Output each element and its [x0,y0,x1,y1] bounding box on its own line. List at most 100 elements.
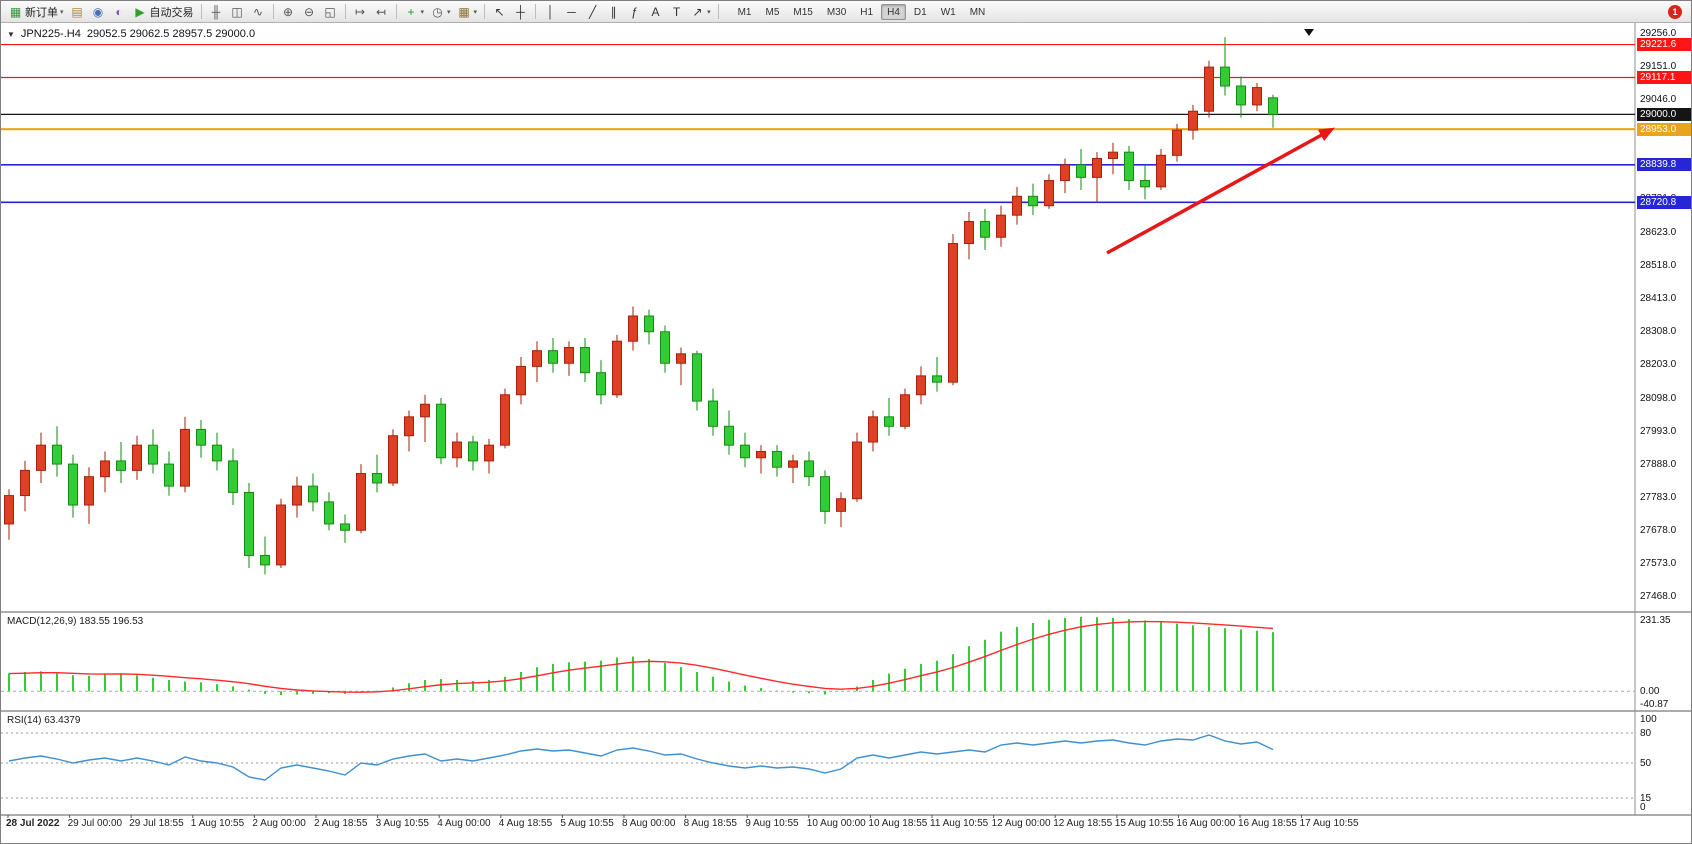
fibonacci-icon[interactable]: ƒ [624,3,645,21]
price-tick: 28518.0 [1640,260,1677,272]
trend-arrow-line[interactable] [1106,130,1328,255]
periods-icon[interactable]: ◷ ▾ [427,3,454,21]
time-tick-label: 10 Aug 18:55 [868,818,928,829]
vertical-line-icon[interactable]: │ [540,3,561,21]
notification-icon[interactable]: 1 [1668,4,1682,19]
indicators-icon[interactable]: + ▾ [401,3,428,21]
bearish-candle [52,444,62,465]
bullish-candle [356,473,366,531]
crosshair-icon[interactable]: ┼ [510,3,531,21]
profile-icon: ◉ [92,4,104,19]
caret-down-icon: ▾ [60,8,64,16]
bullish-candle [612,340,622,396]
bullish-candle [452,441,462,459]
tile-windows-icon[interactable]: ◱ [320,3,341,21]
candlestick-chart-icon: ◫ [231,4,243,19]
price-tick: 27678.0 [1640,524,1677,536]
timeframe-button-m1[interactable]: M1 [737,6,752,18]
time-tick-label: 12 Aug 18:55 [1053,818,1113,829]
bullish-candle [1044,180,1054,207]
candlestick-chart-icon[interactable]: ◫ [227,3,248,21]
chart-window-icon[interactable]: ▤ [67,3,88,21]
bullish-candle [84,476,94,506]
auto-scroll-icon[interactable]: ↦ [350,3,371,21]
templates-icon[interactable]: ▦ ▾ [454,3,481,21]
bearish-candle [164,463,174,487]
timeframe-button-mn[interactable]: MN [969,6,986,18]
bearish-candle [1124,151,1134,182]
rsi-indicator-label: RSI(14) 63.4379 [7,715,81,726]
trendline-icon[interactable]: ╱ [582,3,603,21]
price-tick: 28203.0 [1640,359,1677,371]
community-icon: ◐ [115,4,123,19]
cursor-icon[interactable]: ↖ [489,3,510,21]
horizontal-line-icon[interactable]: ─ [561,3,582,21]
bar-marker-icon[interactable] [1304,29,1314,36]
bearish-candle [708,400,718,427]
timeframe-button-d1[interactable]: D1 [913,6,927,18]
bearish-candle [740,444,750,459]
label-icon[interactable]: T [666,3,687,21]
arrows-icon[interactable]: ↗ ▾ [687,3,714,21]
chevron-down-icon[interactable]: ▼ [7,29,15,39]
bullish-candle [388,435,398,484]
profile-icon[interactable]: ◉ [88,3,109,21]
price-tick: 27888.0 [1640,458,1677,470]
templates-icon: ▦ [458,4,470,19]
bullish-candle [484,444,494,462]
bullish-candle [36,444,46,471]
bullish-candle [964,220,974,245]
macd-indicator-label: MACD(12,26,9) 183.55 196.53 [7,616,144,627]
new-order-button[interactable]: ▦ 新订单 ▾ [5,3,67,21]
text-icon[interactable]: A [645,3,666,21]
bar-chart-icon[interactable]: ╫ [206,3,227,21]
bullish-candle [420,403,430,418]
autotrading-button[interactable]: ▶ 自动交易 [130,3,197,21]
timeframe-button-m30[interactable]: M30 [826,6,847,18]
arrows-icon: ↗ [692,4,703,19]
bullish-candle [852,441,862,500]
bearish-candle [1028,195,1038,207]
bearish-candle [212,444,222,462]
bearish-candle [260,554,270,566]
bullish-candle [404,416,414,437]
bar-chart-icon: ╫ [211,4,221,19]
bullish-candle [132,444,142,471]
caret-down-icon: ▾ [473,8,478,16]
toolbar-separator [535,4,537,19]
price-line-badge: 29000.0 [1637,107,1691,121]
bearish-candle [148,444,158,465]
channel-icon[interactable]: ∥ [603,3,624,21]
rsi-line [8,734,1274,781]
zoom-in-icon: ⊕ [282,4,294,19]
time-tick-label: 28 Jul 2022 [6,818,60,829]
new-order-button-label: 新订单 [25,6,58,19]
zoom-out-icon[interactable]: ⊖ [299,3,320,21]
crosshair-icon: ┼ [516,4,525,19]
zoom-in-icon[interactable]: ⊕ [278,3,299,21]
timeframe-group: M1 M5 M15 M30 H1 H4 D1 W1 MN [731,3,993,20]
timeframe-button-h1[interactable]: H1 [860,6,874,18]
timeframe-button-m5[interactable]: M5 [765,6,780,18]
vertical-line-icon: │ [546,4,555,19]
time-tick-label: 2 Aug 18:55 [314,818,368,829]
auto-scroll-icon: ↦ [354,4,366,19]
time-tick-label: 8 Aug 18:55 [683,818,737,829]
bullish-candle [516,365,526,396]
timeframe-button-w1[interactable]: W1 [940,6,956,18]
bullish-candle [276,504,286,566]
community-icon[interactable]: ◐ [109,3,130,21]
line-chart-icon[interactable]: ∿ [248,3,269,21]
timeframe-button-m15[interactable]: M15 [793,6,813,18]
price-tick: 29046.0 [1640,93,1677,105]
toolbar-separator [200,4,202,19]
line-chart-icon: ∿ [252,4,264,19]
bearish-candle [1076,164,1086,178]
timeframe-button-h4[interactable]: H4 [881,3,906,20]
bearish-candle [1236,85,1246,106]
chart-shift-icon[interactable]: ↤ [371,3,392,21]
time-tick-label: 16 Aug 00:00 [1176,818,1236,829]
bullish-candle [1092,157,1102,178]
bullish-candle [1172,129,1182,156]
